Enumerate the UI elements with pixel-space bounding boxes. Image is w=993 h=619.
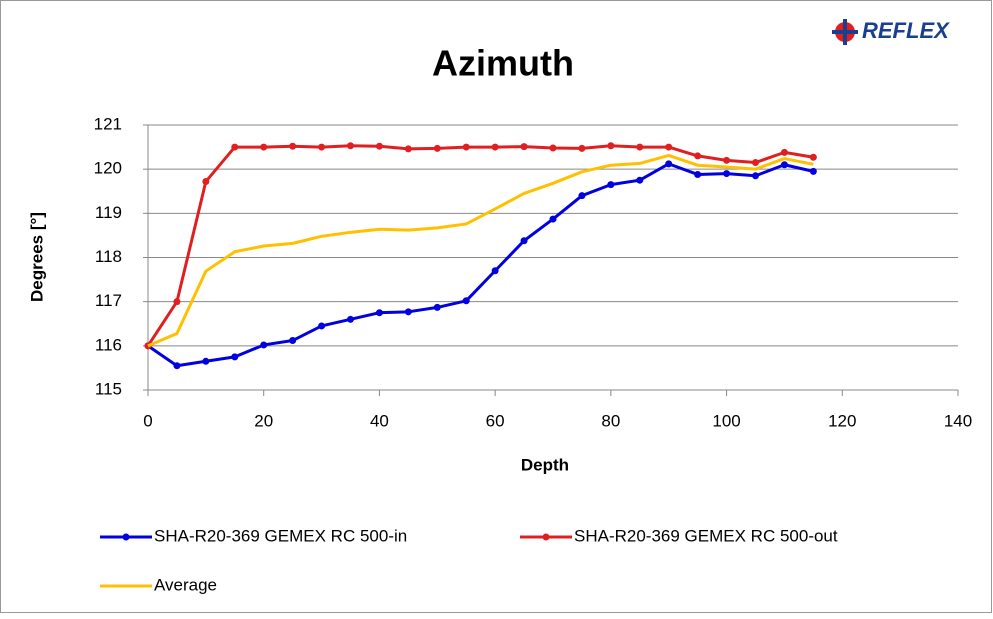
- y-tick-label: 118: [95, 247, 122, 266]
- y-tick-label: 115: [95, 379, 122, 398]
- data-point: [318, 143, 326, 151]
- data-point: [462, 297, 470, 305]
- data-point: [723, 170, 731, 178]
- data-point: [607, 142, 615, 150]
- y-tick-label: 117: [95, 291, 122, 310]
- data-point: [665, 143, 673, 151]
- data-point: [375, 142, 383, 150]
- x-tick-label: 120: [828, 411, 856, 430]
- data-point: [723, 156, 731, 164]
- data-point: [636, 176, 644, 184]
- data-point: [173, 362, 181, 370]
- data-point: [549, 215, 557, 223]
- y-axis-label: Degrees [°]: [27, 212, 46, 302]
- x-tick-label: 40: [370, 411, 389, 430]
- data-point: [462, 143, 470, 151]
- data-point: [433, 144, 441, 152]
- logo-text: REFLEX: [862, 18, 950, 43]
- x-tick-label: 60: [486, 411, 505, 430]
- data-point: [318, 322, 326, 330]
- y-tick-label: 119: [95, 203, 122, 222]
- logo-icon: [843, 19, 847, 45]
- data-point: [202, 357, 210, 365]
- x-tick-label: 140: [944, 411, 972, 430]
- data-point: [520, 143, 528, 151]
- data-point: [549, 144, 557, 152]
- data-point: [289, 337, 297, 345]
- legend-marker: [122, 533, 130, 541]
- series-line: [147, 153, 814, 348]
- data-point: [636, 143, 644, 151]
- data-point: [665, 160, 673, 168]
- data-point: [491, 267, 499, 275]
- data-point: [404, 308, 412, 316]
- data-point: [520, 237, 528, 245]
- legend-label: Average: [154, 575, 217, 594]
- data-point: [809, 167, 817, 175]
- data-point: [694, 170, 702, 178]
- data-point: [202, 178, 210, 186]
- data-point: [780, 161, 788, 169]
- data-point: [578, 144, 586, 152]
- data-point: [289, 142, 297, 150]
- data-point: [347, 315, 354, 323]
- data-point: [260, 341, 268, 349]
- x-tick-label: 0: [143, 411, 152, 430]
- legend-label: SHA-R20-369 GEMEX RC 500-in: [154, 526, 407, 545]
- x-axis-label: Depth: [521, 455, 569, 474]
- logo: REFLEX: [832, 18, 950, 45]
- series-line: [147, 162, 814, 368]
- data-point: [231, 353, 239, 361]
- data-point: [433, 303, 441, 311]
- x-tick-label: 20: [254, 411, 273, 430]
- data-point: [404, 145, 412, 153]
- data-point: [607, 181, 615, 189]
- chart-title: Azimuth: [432, 43, 574, 84]
- data-point: [491, 143, 499, 151]
- y-tick-label: 116: [95, 335, 122, 354]
- data-point: [260, 143, 268, 151]
- x-tick-label: 100: [712, 411, 740, 430]
- legend-marker: [542, 533, 550, 541]
- data-point: [173, 298, 181, 306]
- data-point: [752, 159, 759, 167]
- data-point: [578, 192, 586, 200]
- legend-label: SHA-R20-369 GEMEX RC 500-out: [574, 526, 838, 545]
- data-point: [780, 148, 788, 156]
- data-point: [752, 172, 759, 180]
- y-tick-label: 121: [94, 114, 122, 133]
- data-point: [809, 153, 817, 161]
- data-point: [694, 152, 702, 160]
- data-point: [347, 142, 354, 150]
- y-tick-label: 120: [94, 159, 122, 178]
- x-tick-label: 80: [601, 411, 620, 430]
- series-line: [146, 144, 814, 347]
- data-point: [231, 143, 239, 151]
- data-point: [375, 309, 383, 317]
